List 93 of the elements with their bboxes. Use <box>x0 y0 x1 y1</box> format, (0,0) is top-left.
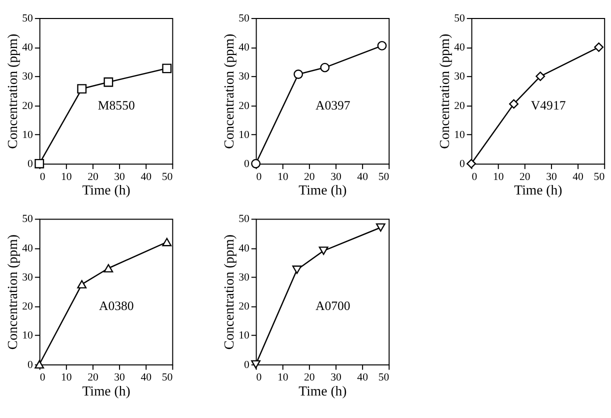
y-tick-label: 30 <box>238 271 250 284</box>
y-tick-label: 10 <box>238 330 250 342</box>
annotation: A0700 <box>315 299 350 314</box>
x-axis-title: Time (h) <box>514 182 562 198</box>
x-tick-label: 30 <box>114 170 125 183</box>
y-axis-title: Concentration (ppm) <box>5 34 20 149</box>
x-tick-label: 20 <box>88 372 98 384</box>
y-tick-label: 0 <box>28 158 33 170</box>
y-tick-label: 20 <box>454 100 465 112</box>
y-tick-label: 10 <box>454 128 465 141</box>
y-tick-label: 50 <box>454 12 465 24</box>
x-axis-title: Time (h) <box>298 182 347 198</box>
y-tick-label: 50 <box>22 12 33 24</box>
x-tick-label: 20 <box>304 170 315 183</box>
y-tick-label: 10 <box>22 330 33 342</box>
y-tick-label: 10 <box>22 128 33 141</box>
y-tick-label: 30 <box>238 70 250 83</box>
y-tick-label: 0 <box>244 358 250 371</box>
x-axis-title: Time (h) <box>298 383 347 398</box>
y-tick-label: 0 <box>459 158 465 170</box>
y-tick-label: 40 <box>22 42 33 54</box>
y-tick-label: 40 <box>454 42 465 54</box>
x-tick-label: 10 <box>277 170 288 183</box>
y-tick-label: 0 <box>244 158 250 170</box>
y-axis-title: Concentration (ppm) <box>437 34 452 149</box>
x-tick-label: 30 <box>330 170 342 183</box>
y-axis-title: Concentration (ppm) <box>222 234 237 350</box>
y-tick-label: 0 <box>28 358 33 371</box>
x-tick-label: 20 <box>88 170 98 183</box>
point <box>320 62 330 72</box>
x-tick-label: 50 <box>162 170 173 183</box>
x-tick-label: 20 <box>520 170 530 183</box>
annotation: M8550 <box>98 98 135 112</box>
point <box>536 72 546 81</box>
x-tick-label: 50 <box>162 372 173 384</box>
x-tick-label: 30 <box>546 170 557 183</box>
x-tick-label: 20 <box>304 372 315 384</box>
y-tick-label: 30 <box>22 271 33 284</box>
point <box>104 264 114 272</box>
y-tick-label: 40 <box>238 42 250 54</box>
x-tick-label: 50 <box>594 170 605 183</box>
x-tick-label: 30 <box>114 372 125 384</box>
x-tick-label: 50 <box>378 170 390 183</box>
point <box>292 266 302 274</box>
point <box>34 158 44 168</box>
x-tick-label: 50 <box>378 372 390 384</box>
y-tick-label: 20 <box>238 100 250 112</box>
point <box>104 77 114 87</box>
x-axis-title: Time (h) <box>82 182 130 198</box>
x-tick-label: 10 <box>492 170 504 183</box>
x-axis-title: Time (h) <box>82 383 130 398</box>
y-tick-label: 10 <box>238 128 250 141</box>
point <box>594 42 604 52</box>
x-tick-label: 40 <box>140 372 152 384</box>
point <box>251 158 261 168</box>
x-tick-label: 10 <box>277 372 288 384</box>
y-tick-label: 30 <box>22 70 33 83</box>
x-tick-label: 10 <box>61 170 72 183</box>
y-tick-label: 50 <box>238 213 250 226</box>
y-tick-label: 20 <box>238 300 250 313</box>
annotation: A0397 <box>315 98 351 112</box>
point <box>77 84 87 94</box>
annotation: A0380 <box>98 299 134 314</box>
point <box>162 238 172 246</box>
point <box>318 246 328 255</box>
point <box>162 64 172 74</box>
y-axis-title: Concentration (ppm) <box>222 34 237 149</box>
y-tick-label: 30 <box>454 70 465 83</box>
x-tick-label: 0 <box>256 372 262 384</box>
x-tick-label: 30 <box>330 372 342 384</box>
point <box>377 41 387 50</box>
x-tick-label: 40 <box>357 170 368 183</box>
y-axis-title: Concentration (ppm) <box>5 234 20 350</box>
x-tick-label: 40 <box>357 372 368 384</box>
y-tick-label: 20 <box>22 100 33 112</box>
x-tick-label: 40 <box>572 170 584 183</box>
x-tick-label: 10 <box>61 372 72 384</box>
point <box>294 70 304 79</box>
point <box>466 158 476 168</box>
x-tick-label: 40 <box>140 170 152 183</box>
y-tick-label: 20 <box>22 300 33 313</box>
y-tick-label: 40 <box>238 242 250 254</box>
y-tick-label: 40 <box>22 242 33 254</box>
point <box>376 223 386 232</box>
y-tick-label: 50 <box>22 213 33 226</box>
point <box>77 280 87 288</box>
point <box>509 99 518 109</box>
annotation: V4917 <box>530 98 566 112</box>
x-tick-label: 0 <box>40 372 46 384</box>
y-tick-label: 50 <box>238 12 250 24</box>
x-tick-label: 0 <box>40 170 46 183</box>
x-tick-label: 0 <box>256 170 262 183</box>
x-tick-label: 0 <box>472 170 478 183</box>
